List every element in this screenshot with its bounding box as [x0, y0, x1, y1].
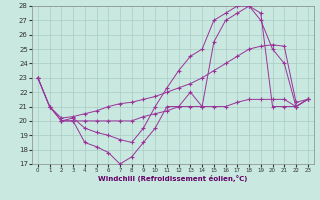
X-axis label: Windchill (Refroidissement éolien,°C): Windchill (Refroidissement éolien,°C)	[98, 175, 247, 182]
